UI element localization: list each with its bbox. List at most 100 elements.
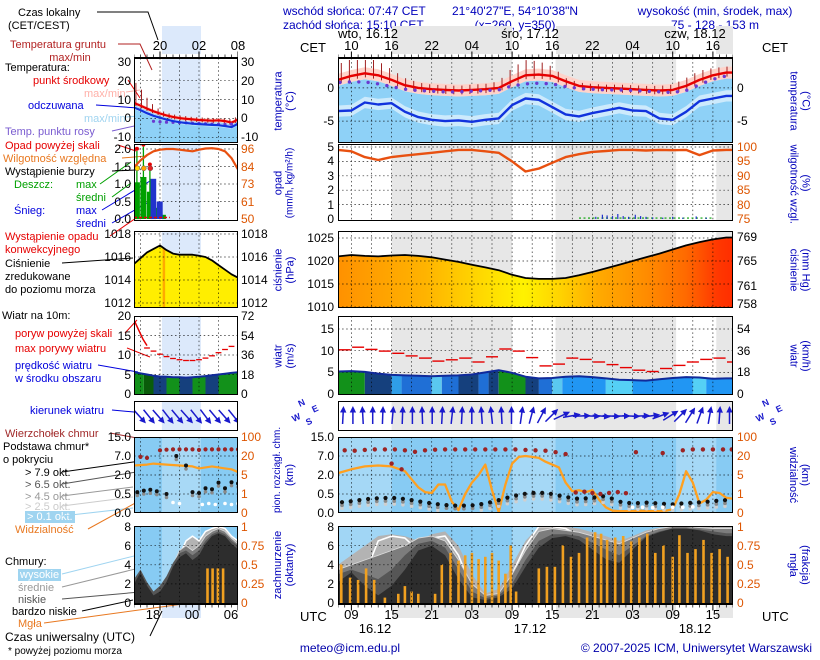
- local-time-label: Czas lokalny: [18, 7, 81, 19]
- axis-tick: 0: [124, 387, 131, 401]
- axis-tick: 15: [705, 607, 721, 622]
- axis-tick: 04: [625, 38, 640, 53]
- axis-tick: 4: [327, 154, 334, 169]
- axis-tick: 10: [117, 92, 131, 107]
- legend-gust-above-scale: poryw powyżej skali: [15, 328, 113, 340]
- axis-tick: 0.5: [114, 487, 131, 501]
- legend-wind-speed-1: prędkość wiatru: [15, 360, 93, 372]
- compass-w: W: [754, 411, 767, 424]
- axis-tick: 0: [124, 596, 131, 610]
- axis-tick: 36: [241, 348, 255, 362]
- mini-chart-temperature: [134, 58, 238, 143]
- chart-cloud-cover: [338, 526, 733, 604]
- axis-tick: 20: [152, 38, 168, 53]
- legend-wind10m: Wiatr na 10m:: [2, 310, 71, 322]
- axis-tick: 761: [737, 278, 758, 293]
- axis-tick: 0: [241, 387, 248, 401]
- axis-tick: 10: [344, 38, 359, 53]
- day-label-2: śro, 17.12: [501, 26, 559, 41]
- axis-tick: 10: [504, 38, 520, 53]
- axis-tick: 15: [117, 328, 131, 343]
- cet-word-left: CET: [300, 40, 326, 55]
- legend-clouds-high: wysokie: [18, 569, 62, 581]
- axis-tick: -10: [113, 130, 131, 145]
- chart-temperature: [338, 58, 733, 143]
- axis-tick: 10: [241, 92, 255, 107]
- legend-cloud-base-1: Podstawa chmur*: [3, 441, 90, 453]
- legend-rain-max: max: [76, 179, 97, 191]
- night-band-footer: [392, 604, 512, 618]
- axis-tick: 09: [344, 607, 359, 622]
- legend-snow-max: max: [76, 205, 97, 217]
- axis-tick: 20: [241, 449, 255, 463]
- axis-tick: 73: [241, 177, 255, 191]
- axis-tick: 0: [124, 111, 131, 126]
- axis-tick: 5: [327, 365, 334, 380]
- axis-tick: 0: [327, 80, 334, 95]
- axis-tick: 0: [241, 596, 248, 610]
- axis-tick: 1012: [104, 296, 131, 310]
- legend-odczuwana: odczuwana: [28, 100, 84, 112]
- legend-clouds-mid: średnie: [18, 582, 55, 594]
- legend-temperatura: Temperatura:: [5, 62, 70, 74]
- axis-tick: 0: [737, 80, 744, 95]
- axis-tick: 95: [737, 154, 751, 169]
- utc-axis-label: Czas uniwersalny (UTC): [5, 630, 136, 644]
- axis-title-precip-left: opad (mm/h, kg/m²/h): [272, 147, 295, 218]
- axis-tick: 758: [737, 297, 758, 312]
- ruler-top-main: [338, 51, 733, 58]
- axis-tick: 0.25: [737, 576, 761, 591]
- axis-tick: 0.5: [241, 557, 258, 572]
- compass-e: E: [774, 402, 784, 415]
- axis-tick: 5: [241, 468, 248, 482]
- legend-okta-25: > 2.5 okt.: [25, 501, 71, 513]
- axis-tick: 2.0: [114, 468, 131, 482]
- axis-title-cloudcover-left: zachmurzenie (oktanty): [272, 530, 296, 600]
- axis-tick: 1: [737, 487, 744, 501]
- axis-tick: 100: [737, 430, 758, 444]
- footer-copyright-link[interactable]: © 2007-2025 ICM, Uniwersytet Warszawski: [580, 641, 812, 655]
- axis-tick: 1010: [307, 300, 334, 314]
- axis-tick: 1016: [104, 250, 131, 264]
- axis-tick: 84: [241, 159, 255, 174]
- legend-maxmin-feels: max/min: [84, 113, 126, 125]
- axis-tick: 1.5: [114, 159, 131, 174]
- axis-tick: 15: [320, 322, 334, 337]
- axis-tick: 22: [585, 38, 600, 53]
- axis-tick: 1: [241, 519, 248, 534]
- ruler-top-mini: [134, 51, 238, 58]
- night-band-mini-footer: [162, 604, 201, 618]
- legend-dew-point: Temp. punktu rosy: [5, 126, 95, 138]
- night-band-header: [392, 26, 512, 54]
- ground-temp-range: max/min: [49, 52, 91, 64]
- axis-tick: 5: [124, 367, 131, 382]
- footer-email-link[interactable]: meteo@icm.edu.pl: [299, 641, 401, 655]
- axis-tick: 5: [327, 140, 334, 154]
- axis-tick: 1014: [241, 273, 268, 287]
- axis-tick: 72: [241, 309, 255, 323]
- axis-tick: 54: [241, 328, 255, 343]
- chart-precipitation-humidity: [338, 144, 733, 221]
- utc-word-left: UTC: [300, 609, 327, 624]
- axis-tick: 0: [241, 506, 248, 520]
- axis-tick: 0.5: [114, 194, 131, 209]
- axis-tick: 80: [737, 197, 751, 212]
- axis-tick: 09: [665, 607, 680, 622]
- chart-wind: [338, 316, 733, 395]
- axis-tick: 1020: [307, 254, 334, 268]
- axis-tick: 8: [124, 519, 131, 534]
- legend-humidity: Wilgotność względna: [3, 153, 107, 165]
- axis-tick: 6: [124, 538, 131, 553]
- axis-tick: 0: [737, 506, 744, 520]
- ruler-bottom-mini: [134, 604, 238, 611]
- legend-wind-direction: kierunek wiatru: [30, 405, 104, 417]
- day-label-3: czw, 18.12: [664, 26, 726, 41]
- axis-tick: 0.0: [114, 506, 131, 520]
- axis-tick: 10: [320, 343, 334, 358]
- axis-tick: 0.75: [241, 538, 265, 553]
- legend-gust-max: max porywy wiatru: [15, 343, 107, 355]
- date-label-2: 17.12: [513, 621, 547, 636]
- legend-snow-avg: średni: [76, 218, 106, 230]
- axis-title-visibility-right: (km) widzialność: [787, 446, 811, 504]
- axis-title-wind-right: (km/h) wiatr: [787, 339, 811, 372]
